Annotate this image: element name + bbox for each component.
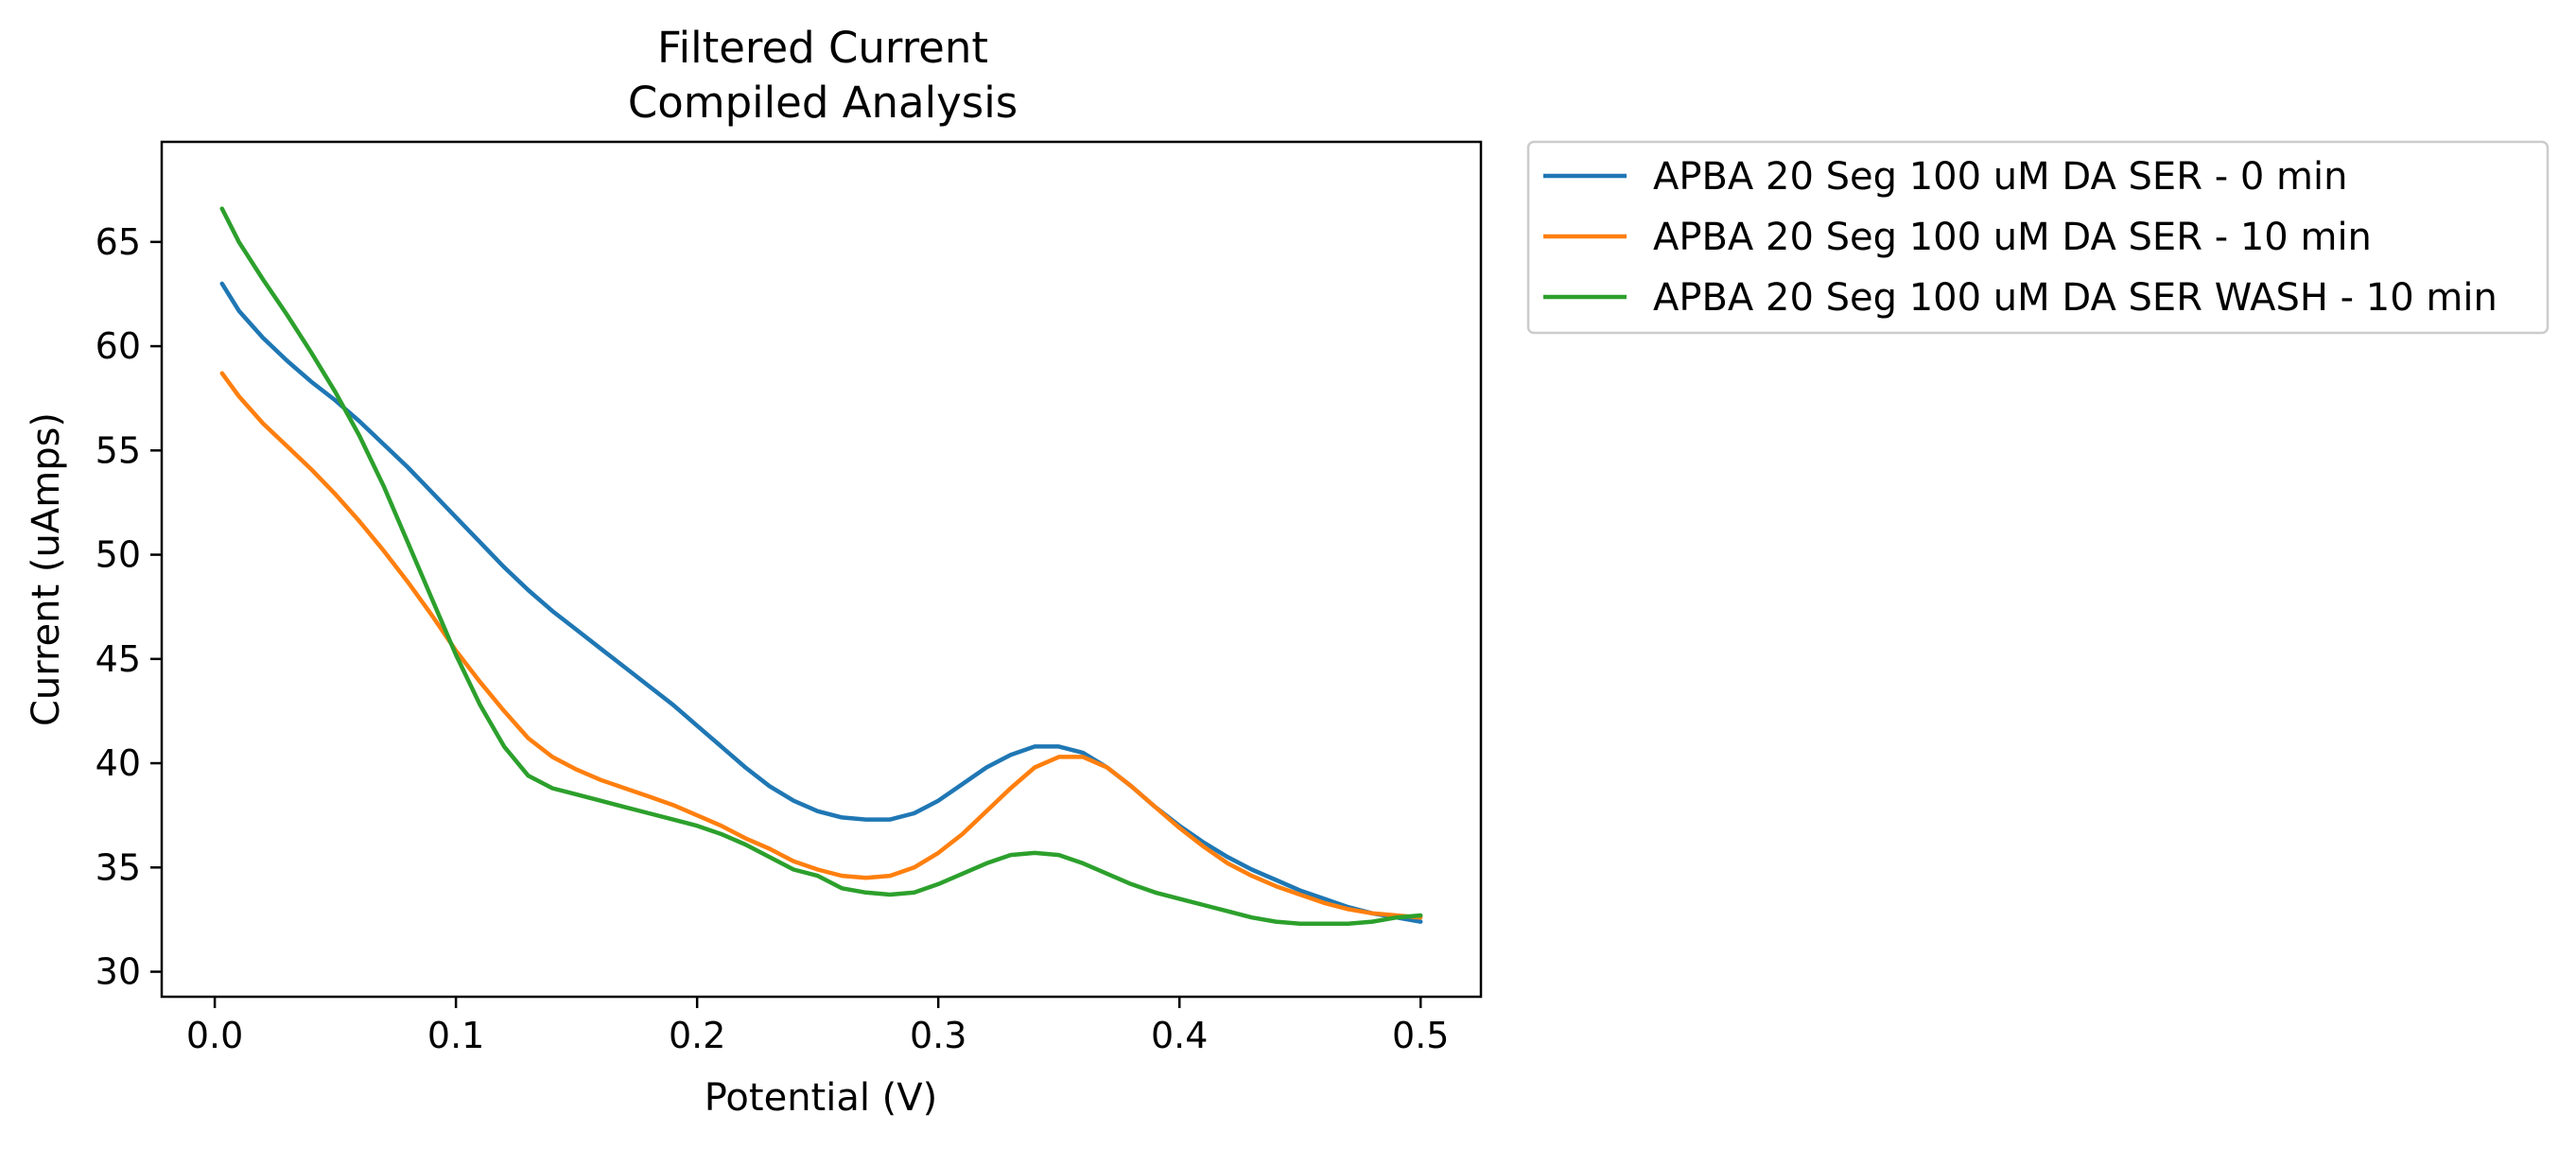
plot-lines (219, 206, 1423, 927)
x-axis: 0.0 0.1 0.2 0.3 0.4 0.5 (186, 997, 1449, 1056)
legend-label-1: APBA 20 Seg 100 uM DA SER - 10 min (1653, 216, 2372, 259)
x-axis-label: Potential (V) (705, 1076, 938, 1120)
y-tick-label: 40 (96, 742, 141, 784)
y-tick-label: 50 (96, 534, 141, 576)
legend: APBA 20 Seg 100 uM DA SER - 0 min APBA 20… (1526, 140, 2550, 335)
series-line-1 (219, 371, 1423, 920)
x-tick-label: 0.1 (427, 1015, 484, 1056)
chart-title: Filtered Current Compiled Analysis (628, 23, 1018, 128)
y-tick-label: 30 (96, 951, 141, 993)
y-tick-label: 65 (96, 221, 141, 263)
x-tick-label: 0.3 (910, 1015, 966, 1056)
x-tick-label: 0.5 (1392, 1015, 1449, 1056)
y-axis: 30 35 40 45 50 55 60 65 (96, 221, 162, 993)
x-tick-label: 0.0 (186, 1015, 243, 1056)
x-tick-label: 0.4 (1151, 1015, 1208, 1056)
legend-label-0: APBA 20 Seg 100 uM DA SER - 0 min (1653, 155, 2347, 199)
legend-label-2: APBA 20 Seg 100 uM DA SER WASH - 10 min (1653, 276, 2498, 320)
chart-title-line-2: Compiled Analysis (628, 78, 1018, 128)
chart-title-line-1: Filtered Current (657, 23, 988, 73)
y-axis-label: Current (uAmps) (25, 412, 68, 726)
x-tick-label: 0.2 (669, 1015, 725, 1056)
y-tick-label: 45 (96, 638, 141, 680)
legend-frame (1526, 140, 2550, 335)
y-tick-label: 55 (96, 429, 141, 471)
y-tick-label: 35 (96, 846, 141, 888)
series-line-0 (219, 281, 1423, 924)
y-tick-label: 60 (96, 325, 141, 367)
plot-frame (160, 140, 1483, 999)
series-line-2 (219, 206, 1423, 927)
